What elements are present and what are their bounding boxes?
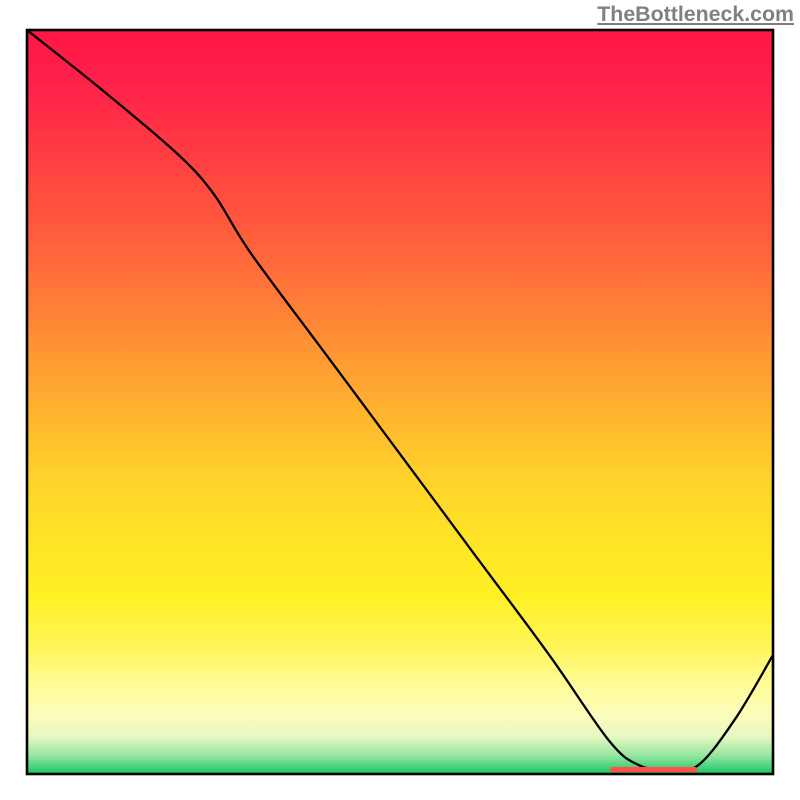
watermark-link[interactable]: TheBottleneck.com [597, 2, 794, 27]
gradient-background [27, 30, 773, 774]
plot-area [27, 30, 773, 774]
stage: TheBottleneck.com [0, 0, 800, 800]
bottleneck-chart [0, 0, 800, 800]
